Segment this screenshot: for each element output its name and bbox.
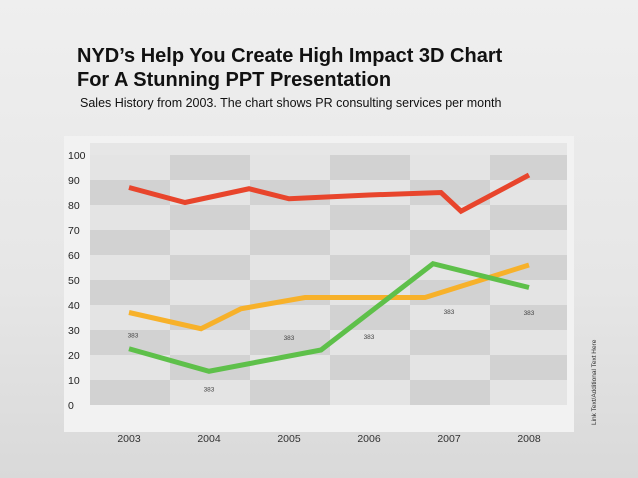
grid-cell	[170, 280, 250, 305]
grid-cell	[90, 155, 170, 180]
grid-cell	[90, 180, 170, 205]
y-tick-label: 100	[68, 150, 86, 162]
grid-cell	[410, 355, 490, 380]
grid-cell	[330, 155, 410, 180]
grid-cell	[330, 305, 410, 330]
grid-cell	[490, 380, 567, 405]
x-axis: 2003 2004 2005 2006 2007 2008	[117, 433, 541, 445]
y-tick-label: 50	[68, 275, 80, 287]
chart-title: NYD’s Help You Create High Impact 3D Cha…	[77, 44, 597, 92]
chart-background-grid	[90, 143, 567, 405]
grid-cell	[330, 355, 410, 380]
data-annotation: 383	[284, 335, 295, 342]
y-tick-label: 40	[68, 300, 80, 312]
grid-cell	[490, 330, 567, 355]
y-tick-label: 90	[68, 175, 80, 187]
grid-cell	[250, 255, 330, 280]
grid-cell	[490, 280, 567, 305]
grid-cell	[410, 380, 490, 405]
grid-cell	[330, 255, 410, 280]
grid-cell	[90, 230, 170, 255]
x-tick-label: 2005	[277, 433, 301, 445]
chart-series	[128, 172, 531, 374]
grid-cell	[170, 155, 250, 180]
chart-subtitle: Sales History from 2003. The chart shows…	[80, 96, 502, 110]
x-tick-label: 2008	[517, 433, 541, 445]
grid-cell	[90, 255, 170, 280]
chart-title-line-1: NYD’s Help You Create High Impact 3D Cha…	[77, 45, 503, 67]
y-tick-label: 60	[68, 250, 80, 262]
series-line-3	[128, 261, 530, 374]
grid-cell	[90, 280, 170, 305]
series-line-2	[128, 262, 530, 332]
grid-cell	[410, 330, 490, 355]
grid-cell	[170, 255, 250, 280]
grid-cell	[410, 230, 490, 255]
grid-cell	[490, 205, 567, 230]
y-tick-label: 20	[68, 350, 80, 362]
y-tick-label: 0	[68, 400, 74, 412]
grid-cell	[250, 205, 330, 230]
grid-cell	[410, 205, 490, 230]
data-annotation: 383	[204, 386, 215, 393]
y-tick-label: 70	[68, 225, 80, 237]
grid-cell	[250, 230, 330, 255]
grid-cell	[490, 355, 567, 380]
grid-cell	[410, 155, 490, 180]
data-annotation: 383	[524, 310, 535, 317]
grid-cell	[330, 380, 410, 405]
data-annotation: 383	[364, 334, 375, 341]
grid-cell	[170, 230, 250, 255]
y-tick-label: 10	[68, 375, 80, 387]
grid-cell	[490, 180, 567, 205]
grid-cell	[250, 305, 330, 330]
grid-cell	[90, 380, 170, 405]
grid-cell	[90, 355, 170, 380]
grid-cell	[330, 230, 410, 255]
chart-title-line-2: For A Stunning PPT Presentation	[77, 69, 392, 91]
data-annotation: 383	[128, 333, 139, 340]
grid-cell	[490, 230, 567, 255]
x-tick-label: 2007	[437, 433, 461, 445]
side-note-text: Link Text/Additional Text Here	[591, 339, 598, 425]
grid-cell	[330, 205, 410, 230]
grid-cell	[410, 280, 490, 305]
series-line-1	[128, 172, 531, 215]
grid-cell	[490, 305, 567, 330]
grid-cell	[170, 380, 250, 405]
x-tick-label: 2004	[197, 433, 221, 445]
y-tick-label: 80	[68, 200, 80, 212]
chart-annotations: 383 383 383 383 383 383	[128, 309, 535, 394]
grid-cell	[170, 205, 250, 230]
grid-cell	[170, 330, 250, 355]
grid-cell	[250, 380, 330, 405]
data-annotation: 383	[444, 309, 455, 316]
grid-top-strip	[90, 143, 567, 155]
x-tick-label: 2003	[117, 433, 141, 445]
grid-cell	[410, 305, 490, 330]
grid-cell	[250, 155, 330, 180]
grid-cell	[90, 205, 170, 230]
y-tick-label: 30	[68, 325, 80, 337]
x-tick-label: 2006	[357, 433, 381, 445]
